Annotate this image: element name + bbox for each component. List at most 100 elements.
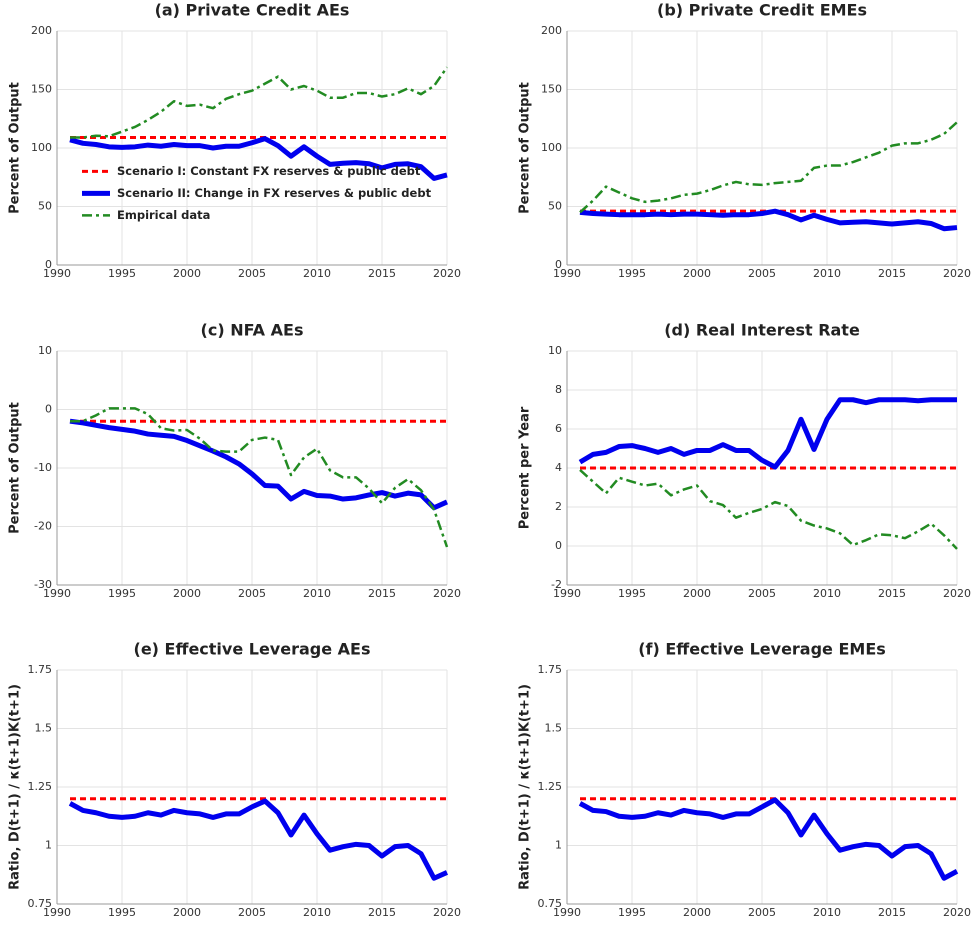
y-tick-label: 200 [31,24,52,37]
y-tick-label: 8 [555,383,562,396]
y-tick-label: 2 [555,500,562,513]
panel-title: (c) NFA AEs [201,321,304,340]
y-axis-label: Ratio, D(t+1) / κ(t+1)K(t+1) [518,684,533,890]
x-tick-label: 2020 [943,267,971,280]
y-axis-label: Percent per Year [518,406,533,529]
panel-title: (b) Private Credit EMEs [657,1,867,20]
y-axis-label: Ratio, D(t+1) / κ(t+1)K(t+1) [8,684,23,890]
x-tick-label: 2000 [173,906,201,919]
y-tick-label: 100 [541,141,562,154]
x-tick-label: 2000 [683,587,711,600]
y-tick-label: 150 [541,83,562,96]
x-tick-label: 2005 [748,906,776,919]
x-tick-label: 2010 [303,906,331,919]
legend-label: Scenario I: Constant FX reserves & publi… [117,164,421,178]
x-tick-label: 2020 [943,587,971,600]
series-line [579,469,958,550]
series-line [69,136,448,181]
y-tick-label: 1.25 [538,780,563,793]
series-line [68,798,449,881]
x-tick-label: 1990 [553,587,581,600]
x-tick-label: 2010 [303,267,331,280]
y-tick-label: 1 [45,839,52,852]
x-tick-label: 2015 [878,267,906,280]
x-tick-label: 2000 [683,267,711,280]
y-tick-label: 1.5 [545,722,563,735]
y-tick-label: 150 [31,83,52,96]
series-line [578,397,957,470]
x-tick-label: 2020 [433,587,461,600]
x-tick-label: 2020 [433,906,461,919]
x-tick-label: 1990 [553,906,581,919]
y-tick-label: 1.75 [28,663,53,676]
x-tick-label: 1990 [43,267,71,280]
x-tick-label: 2000 [173,267,201,280]
x-tick-label: 2010 [813,267,841,280]
panel-title: (d) Real Interest Rate [664,321,860,340]
y-tick-label: -2 [551,578,562,591]
x-tick-label: 1990 [43,906,71,919]
x-tick-label: 2015 [878,906,906,919]
y-axis-label: Percent of Output [8,402,23,534]
legend-label: Scenario II: Change in FX reserves & pub… [117,186,432,200]
y-tick-label: 0 [45,258,52,271]
x-tick-label: 2005 [748,267,776,280]
x-tick-label: 2005 [238,906,266,919]
y-tick-label: -20 [34,520,52,533]
series-line [69,418,449,511]
y-tick-label: 1.5 [35,722,53,735]
x-tick-label: 2000 [173,587,201,600]
panel-title: (e) Effective Leverage AEs [134,640,371,659]
x-tick-label: 2020 [433,267,461,280]
x-tick-label: 1995 [618,906,646,919]
x-tick-label: 1995 [618,587,646,600]
y-tick-label: -30 [34,578,52,591]
y-tick-label: 0 [555,539,562,552]
x-tick-label: 1990 [553,267,581,280]
y-tick-label: 4 [555,461,562,474]
y-tick-label: 0 [45,403,52,416]
series-line [579,208,958,232]
y-tick-label: 10 [38,344,52,357]
y-tick-label: 0.75 [538,897,563,910]
y-tick-label: 1 [555,839,562,852]
series-line [70,66,449,139]
series-line [579,121,958,214]
y-axis-label: Percent of Output [8,82,23,214]
y-tick-label: 6 [555,422,562,435]
x-tick-label: 2015 [878,587,906,600]
y-tick-label: 200 [541,24,562,37]
y-tick-label: 1.25 [28,780,53,793]
x-tick-label: 2005 [748,587,776,600]
y-tick-label: 0.75 [28,897,53,910]
y-tick-label: 0 [555,258,562,271]
x-tick-label: 2010 [303,587,331,600]
x-tick-label: 2020 [943,906,971,919]
x-tick-label: 2015 [368,267,396,280]
legend-label: Empirical data [117,208,210,222]
x-tick-label: 2000 [683,906,711,919]
x-tick-label: 1995 [108,906,136,919]
x-tick-label: 1990 [43,587,71,600]
series-line [578,797,959,881]
y-tick-label: 10 [548,344,562,357]
y-axis-label: Percent of Output [518,82,533,214]
panel-title: (f) Effective Leverage EMEs [638,640,886,659]
y-tick-label: 50 [548,200,562,213]
x-tick-label: 2010 [813,906,841,919]
x-tick-label: 1995 [618,267,646,280]
x-tick-label: 2015 [368,587,396,600]
x-tick-label: 2010 [813,587,841,600]
x-tick-label: 2015 [368,906,396,919]
series-line [70,407,449,548]
panel-title: (a) Private Credit AEs [155,1,350,20]
y-tick-label: -10 [34,461,52,474]
x-tick-label: 1995 [108,587,136,600]
y-tick-label: 1.75 [538,663,563,676]
y-tick-label: 50 [38,200,52,213]
y-tick-label: 100 [31,141,52,154]
x-tick-label: 1995 [108,267,136,280]
x-tick-label: 2005 [238,267,266,280]
x-tick-label: 2005 [238,587,266,600]
